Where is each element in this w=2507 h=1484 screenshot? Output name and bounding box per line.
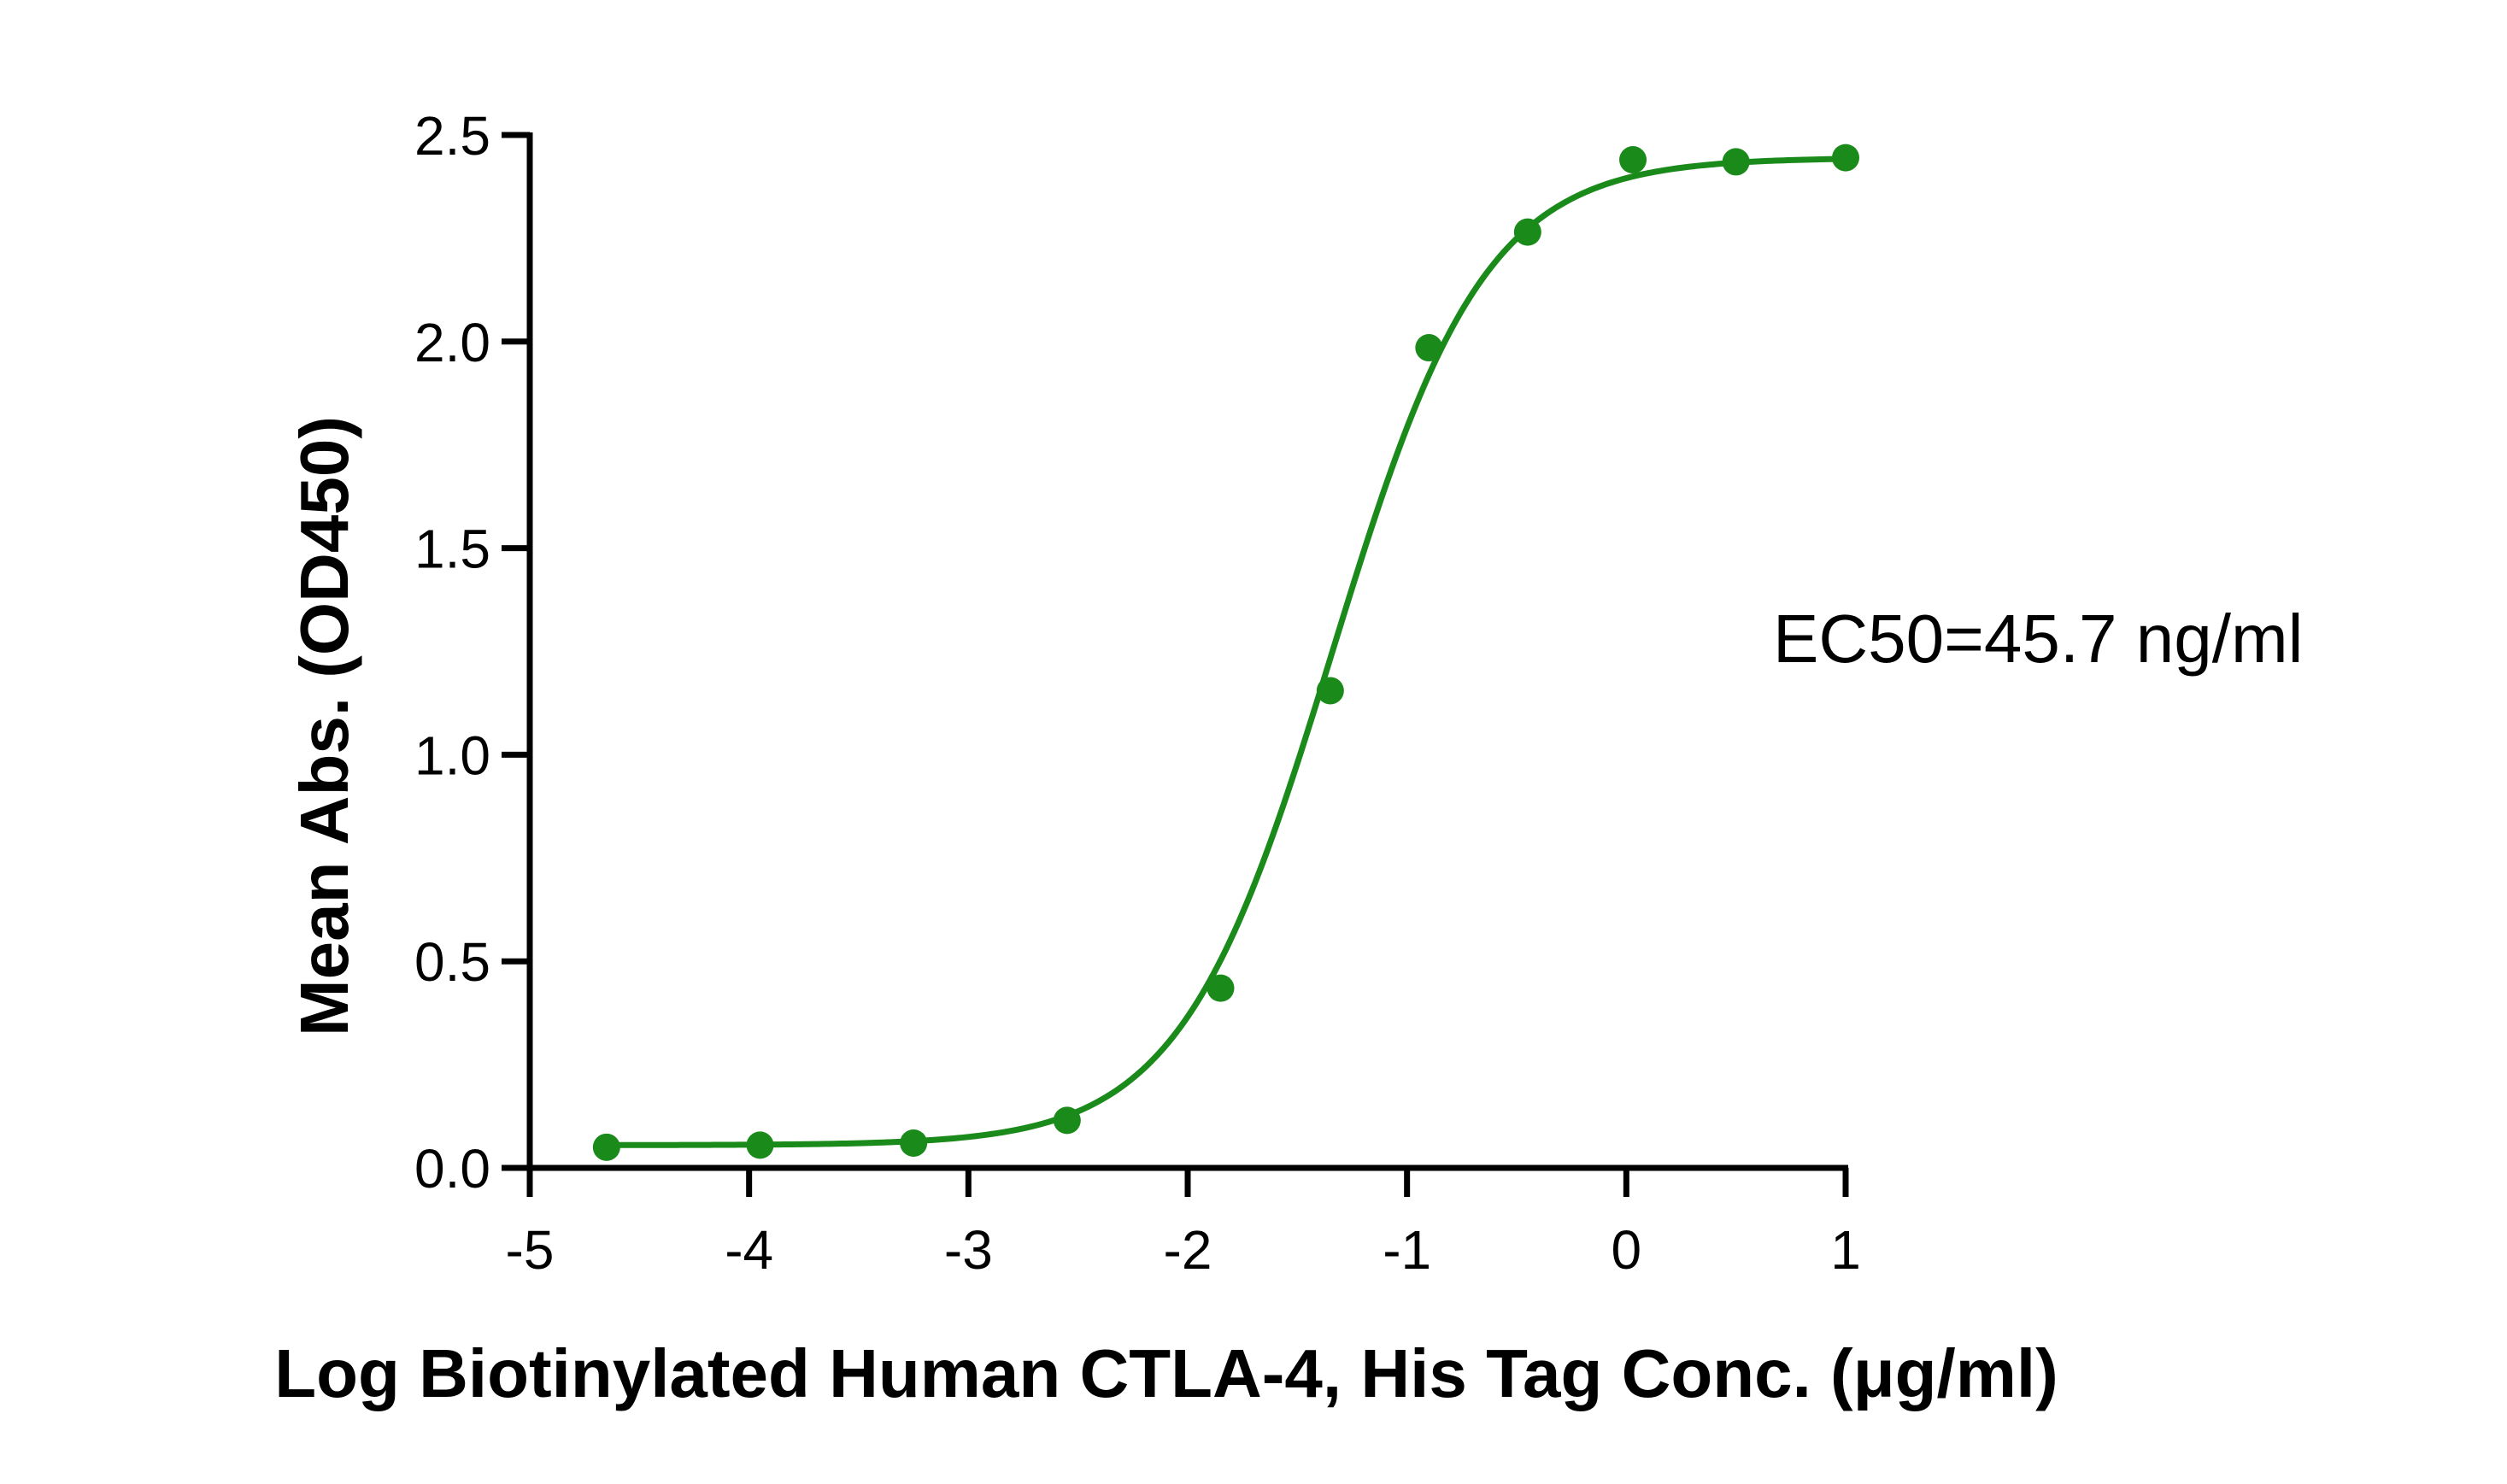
data-point [1513, 218, 1541, 246]
x-axis-title: Log Biotinylated Human CTLA-4, His Tag C… [274, 1335, 2058, 1411]
data-point [1415, 334, 1443, 362]
data-point [1053, 1106, 1081, 1135]
y-tick-label: 2.0 [414, 312, 490, 373]
data-point [1722, 148, 1750, 176]
data-point [900, 1129, 928, 1157]
axes [502, 132, 1849, 1197]
fit-curve-line [606, 155, 1846, 1148]
x-tick-label: -5 [506, 1219, 555, 1281]
y-tick-label: 0.5 [414, 931, 490, 993]
y-axis-title: Mean Abs. (OD450) [286, 416, 362, 1036]
x-tick-label: -1 [1383, 1219, 1431, 1281]
data-points-layer [592, 144, 1859, 1161]
y-tick-label: 1.5 [414, 519, 490, 580]
data-point [1619, 146, 1647, 174]
x-tick-label: 1 [1830, 1219, 1861, 1281]
y-tick-label: 2.5 [414, 105, 490, 167]
data-point [592, 1133, 620, 1161]
data-point [1316, 677, 1344, 705]
y-tick-label: 0.0 [414, 1138, 490, 1200]
y-tick-label: 1.0 [414, 724, 490, 786]
data-point [746, 1131, 774, 1159]
tick-labels: 0.0 0.5 1.0 1.5 2.0 2.5 -5 -4 -3 -2 -1 0 1 [414, 105, 1861, 1281]
data-point [1832, 144, 1859, 172]
fit-curve-layer [606, 155, 1846, 1148]
x-tick-label: -4 [725, 1219, 773, 1281]
x-tick-label: 0 [1612, 1219, 1642, 1281]
x-tick-label: -3 [944, 1219, 993, 1281]
data-point [1207, 974, 1235, 1002]
ec50-annotation: EC50=45.7 ng/ml [1773, 601, 2303, 677]
x-tick-label: -2 [1164, 1219, 1212, 1281]
